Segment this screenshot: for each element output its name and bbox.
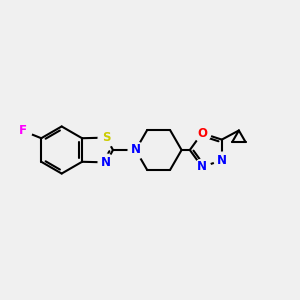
Text: F: F — [19, 124, 27, 137]
Text: N: N — [217, 154, 227, 167]
Text: S: S — [102, 131, 110, 144]
Text: N: N — [131, 143, 141, 157]
Text: O: O — [197, 127, 207, 140]
Text: N: N — [197, 160, 207, 173]
Text: N: N — [101, 156, 111, 169]
